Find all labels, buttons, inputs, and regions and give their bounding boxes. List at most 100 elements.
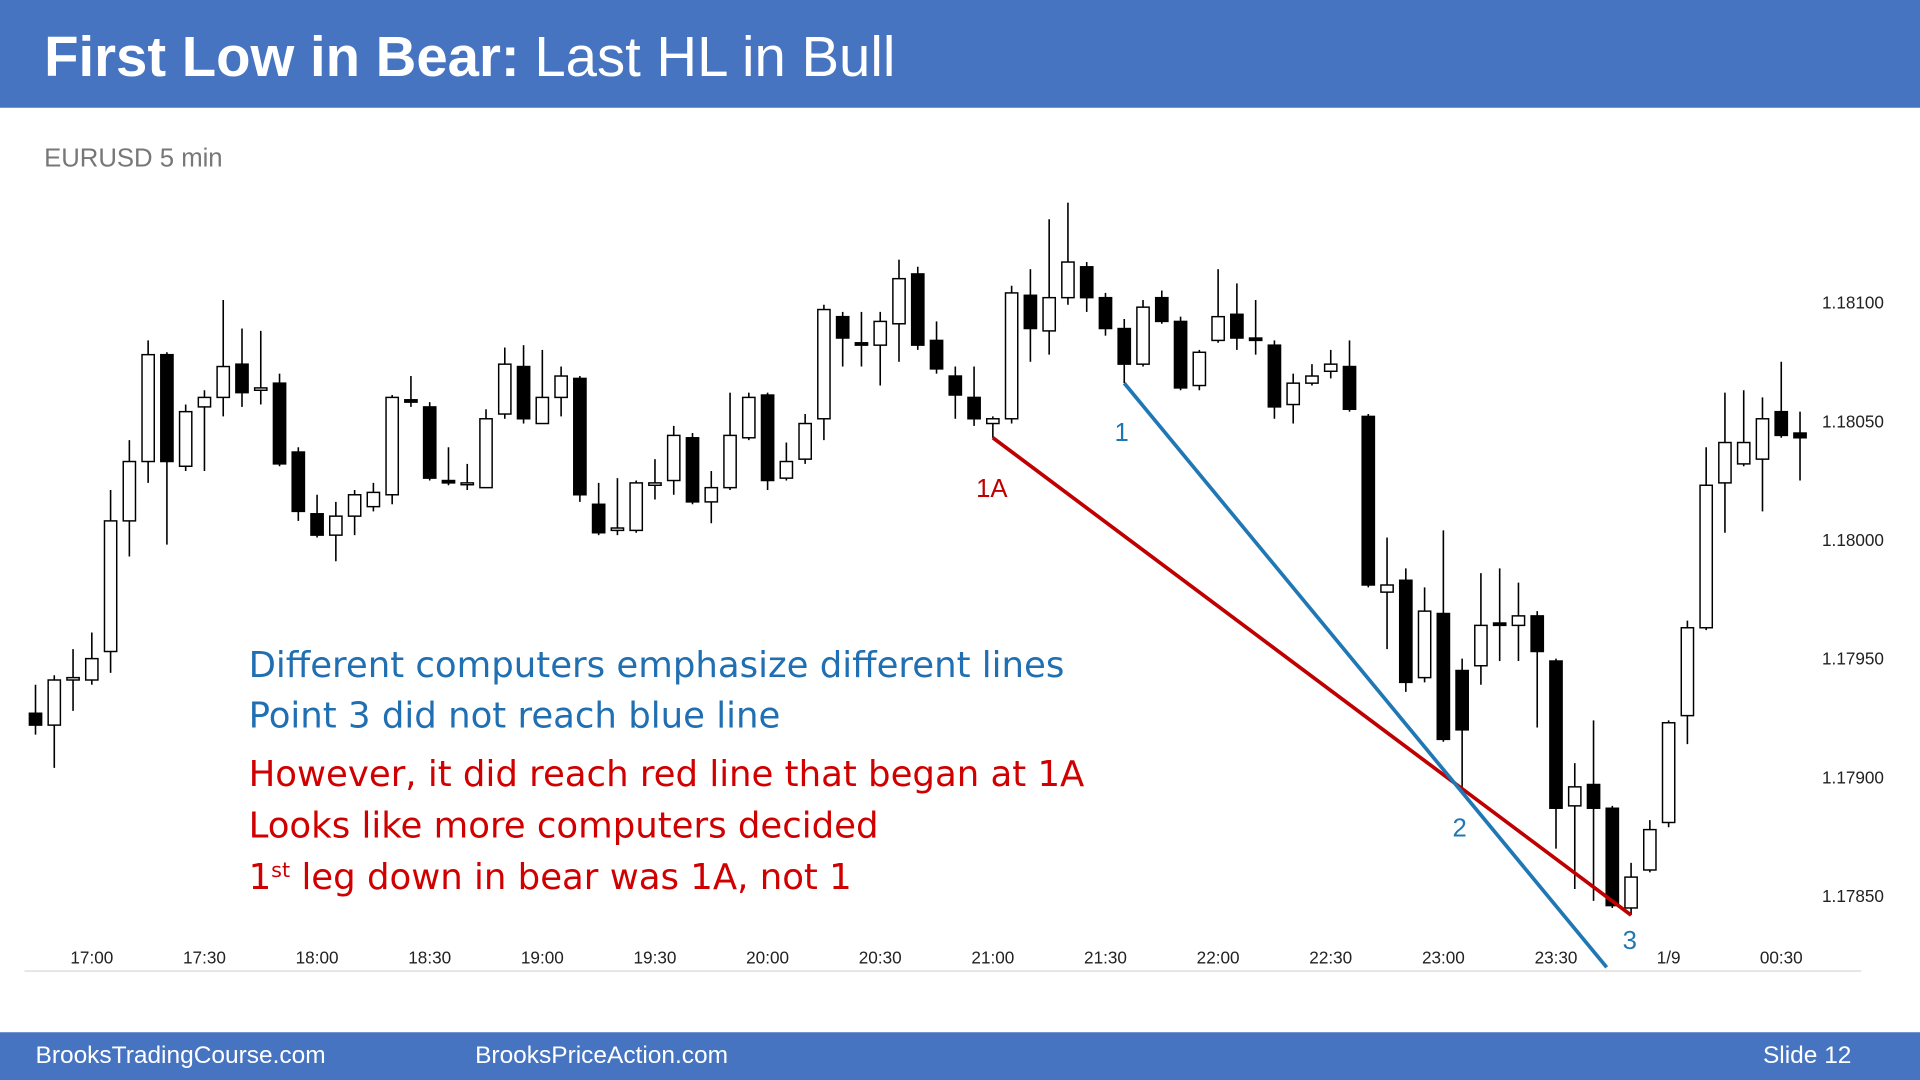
candle-body [760, 394, 775, 482]
candle-body [854, 342, 869, 346]
candle-body [554, 375, 568, 399]
candle-body [1173, 320, 1188, 389]
candle-body [497, 363, 512, 415]
x-tick-label: 1/9 [1657, 948, 1681, 968]
candle-body [704, 486, 719, 503]
candle-body [516, 365, 531, 420]
candle-body [1398, 579, 1413, 684]
candle-body [1774, 410, 1789, 437]
candle-body [967, 396, 981, 420]
candle-body [385, 396, 400, 496]
y-tick-label: 1.17950 [1822, 649, 1884, 669]
candle-body [441, 479, 456, 484]
candle-body [1192, 351, 1207, 387]
candle-body [103, 520, 118, 653]
x-tick-label: 20:30 [859, 948, 902, 968]
candle-body [1605, 807, 1620, 907]
candle-body [985, 418, 1000, 425]
note-text: Different computers emphasize different … [249, 645, 1065, 686]
candle-body [817, 308, 831, 420]
candle-body [535, 396, 550, 425]
x-tick-label: 23:30 [1535, 948, 1578, 968]
slide-title: First Low in Bear: Last HL in Bull [44, 25, 895, 88]
candle-body [272, 382, 287, 465]
candle-body [1267, 344, 1282, 408]
candle-body [1549, 660, 1563, 809]
y-tick-label: 1.18000 [1822, 530, 1884, 550]
candle-body [1004, 292, 1019, 420]
candle-body [573, 377, 587, 496]
candle-body [1117, 327, 1132, 365]
x-tick-label: 23:00 [1422, 948, 1465, 968]
candle-body [892, 277, 906, 325]
chart-subtitle: EURUSD 5 min [44, 145, 223, 173]
candle-body [798, 422, 812, 460]
candle-body [1492, 622, 1507, 627]
candle-body [1342, 365, 1357, 411]
candle-body [1793, 432, 1807, 439]
candle-body [1042, 296, 1057, 332]
x-tick-label: 18:00 [296, 948, 339, 968]
candle-body [1323, 363, 1338, 373]
trend-line [991, 436, 1633, 917]
footer-left: BrooksTradingCourse.com [36, 1042, 326, 1069]
note-text: leg down in bear was 1A, not 1 [290, 857, 852, 898]
candle-body [28, 712, 43, 726]
candle-body [1624, 876, 1638, 909]
x-tick-label: 21:30 [1084, 948, 1127, 968]
candle-body [1455, 669, 1469, 731]
candle-body [122, 460, 137, 522]
candle-body [948, 375, 963, 396]
x-tick-label: 20:00 [746, 948, 789, 968]
candle-body [929, 339, 944, 370]
candle-body [685, 437, 700, 503]
candle-body [291, 451, 306, 513]
candle-body [1417, 610, 1432, 679]
candle-body [460, 482, 475, 486]
candle-body [66, 676, 80, 681]
candle-body [1511, 615, 1526, 627]
footer-bar [0, 1032, 1920, 1080]
candle-body [1305, 375, 1319, 384]
x-tick-label: 19:30 [634, 948, 677, 968]
note-line: Looks like more computers decided [249, 806, 879, 847]
title-regular: Last HL in Bull [534, 25, 895, 88]
candle-body [366, 491, 381, 508]
candle-body [422, 406, 437, 479]
x-tick-label: 22:00 [1197, 948, 1240, 968]
candle-body [1642, 828, 1657, 871]
y-tick-label: 1.18100 [1822, 293, 1884, 313]
y-tick-label: 1.17900 [1822, 767, 1884, 787]
candle-body [178, 410, 193, 468]
note-text: Point 3 did not reach blue line [249, 695, 781, 736]
title-bold: First Low in Bear: [44, 25, 520, 88]
candle-body [1079, 266, 1094, 299]
candle-body [1230, 313, 1244, 339]
candle-body [235, 363, 249, 394]
candle-body [328, 515, 343, 536]
candle-body [723, 434, 737, 489]
annotation-label: 3 [1623, 927, 1637, 955]
candle-body [47, 679, 62, 726]
x-tick-label: 21:00 [971, 948, 1014, 968]
candle-body [1530, 615, 1545, 653]
x-tick-label: 17:00 [70, 948, 113, 968]
candle-body [310, 513, 324, 536]
candle-body [1680, 627, 1695, 717]
x-tick-label: 17:30 [183, 948, 226, 968]
x-tick-label: 18:30 [408, 948, 451, 968]
candle-body [1718, 441, 1732, 484]
candle-body [629, 482, 644, 532]
candle-body [141, 353, 155, 463]
note-line: 1st leg down in bear was 1A, not 1 [249, 857, 852, 898]
candle-body [1586, 783, 1601, 809]
trend-line [1122, 381, 1609, 969]
candle-body [253, 387, 268, 392]
candle-body [1211, 315, 1225, 342]
candle-body [1755, 418, 1770, 460]
x-tick-label: 22:30 [1309, 948, 1352, 968]
candle-body [1361, 415, 1376, 586]
candle-body [610, 527, 625, 532]
